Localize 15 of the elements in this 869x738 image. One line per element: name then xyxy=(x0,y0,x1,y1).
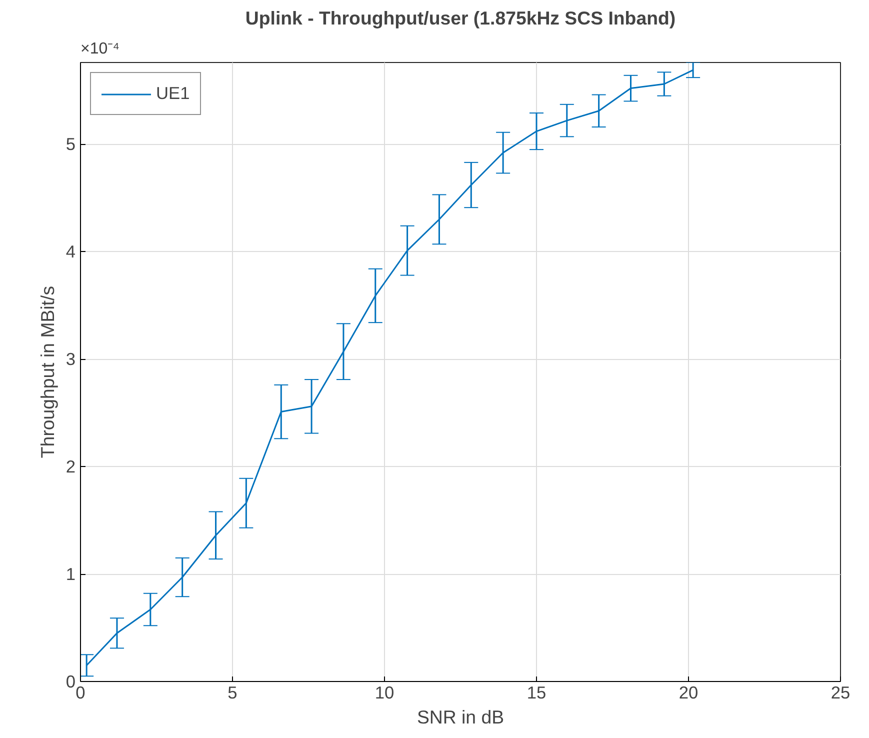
x-axis-title: SNR in dB xyxy=(416,706,504,728)
x-tick-label: 5 xyxy=(228,682,238,702)
x-tick-label: 20 xyxy=(678,682,698,702)
x-tick-label: 25 xyxy=(830,682,850,702)
text: ×10⁻⁴ xyxy=(80,40,120,58)
y-tick-label: 2 xyxy=(66,456,76,477)
x-tick-label: 15 xyxy=(526,682,546,702)
y-axis-title: Throughput in MBit/s xyxy=(36,286,58,458)
y-tick-label: 5 xyxy=(66,134,76,154)
y-tick-label: 4 xyxy=(66,242,76,262)
x-tick-label: 10 xyxy=(374,682,394,702)
y-tick-label: 1 xyxy=(66,564,76,584)
legend-label: UE1 xyxy=(156,83,190,104)
chart-title: Uplink - Throughput/user (1.875kHz SCS Inband) xyxy=(245,8,676,28)
y-tick-label: 3 xyxy=(66,349,76,370)
